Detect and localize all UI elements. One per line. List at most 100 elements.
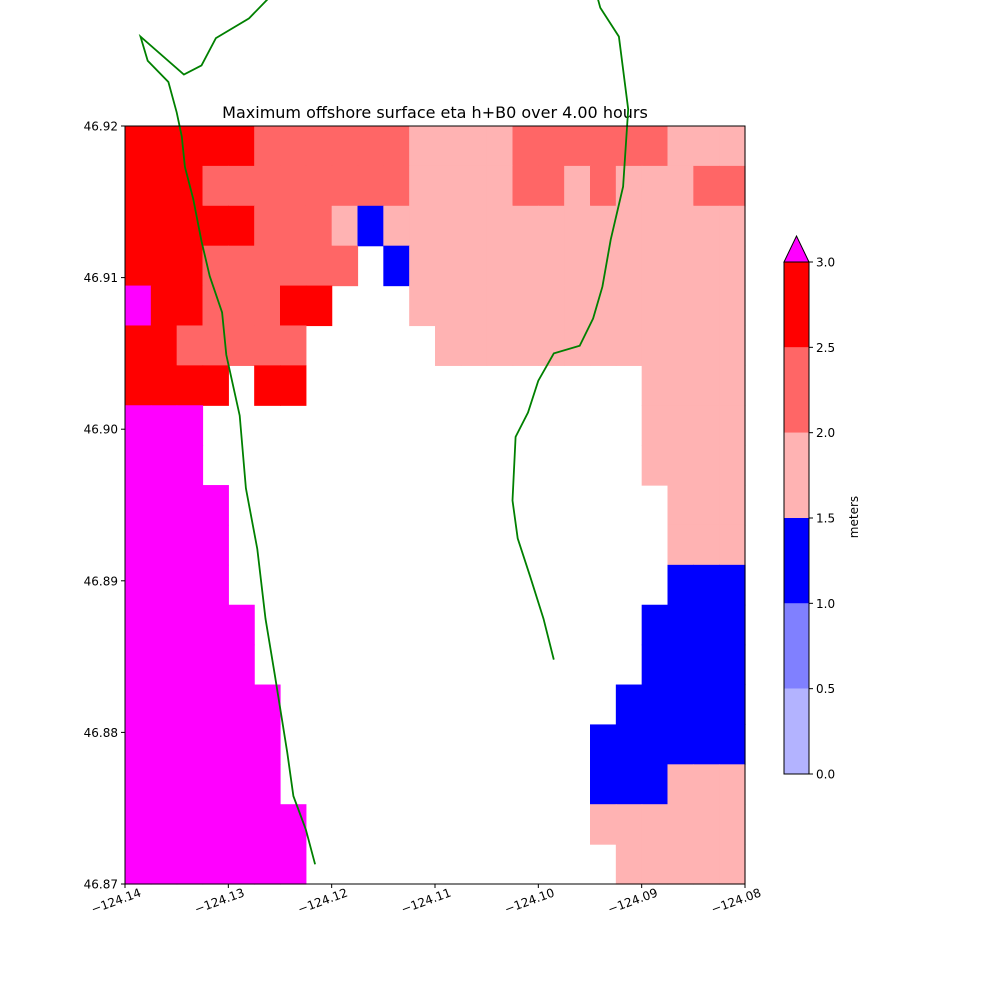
heatmap-cell bbox=[693, 405, 720, 446]
heatmap-cell bbox=[228, 644, 255, 686]
heatmap-cell bbox=[150, 325, 178, 366]
heatmap-cell bbox=[667, 405, 694, 446]
heatmap-cell bbox=[176, 285, 204, 327]
colorbar-tick-label: 0.5 bbox=[816, 682, 835, 696]
heatmap-cell bbox=[486, 245, 514, 287]
heatmap-cell bbox=[564, 165, 591, 207]
heatmap-cell bbox=[667, 844, 694, 885]
heatmap-cell bbox=[641, 764, 669, 805]
heatmap-cell bbox=[512, 205, 539, 247]
heatmap-cell bbox=[693, 245, 720, 287]
heatmap-cell bbox=[615, 325, 643, 366]
heatmap-cell bbox=[150, 485, 178, 526]
heatmap-cell bbox=[435, 165, 462, 207]
heatmap-cell bbox=[202, 644, 229, 686]
heatmap-cell bbox=[150, 804, 178, 845]
heatmap-cell bbox=[280, 325, 307, 366]
heatmap-cell bbox=[719, 126, 746, 167]
heatmap-cell bbox=[331, 126, 359, 167]
heatmap-cell bbox=[305, 126, 333, 167]
heatmap-cell bbox=[693, 524, 720, 566]
heatmap-cell bbox=[590, 126, 617, 167]
heatmap-cell bbox=[280, 365, 307, 406]
heatmap-cell bbox=[202, 684, 229, 726]
heatmap-cell bbox=[254, 684, 281, 726]
heatmap-cell bbox=[719, 644, 746, 686]
heatmap-cell bbox=[125, 844, 152, 885]
heatmap-cell bbox=[280, 844, 307, 885]
heatmap-cell bbox=[667, 325, 694, 366]
heatmap-cell bbox=[693, 804, 720, 845]
colorbar-segment bbox=[784, 432, 809, 518]
heatmap-cell bbox=[667, 804, 694, 845]
heatmap-cell bbox=[693, 485, 720, 526]
heatmap-cell bbox=[150, 724, 178, 765]
heatmap-cell bbox=[150, 165, 178, 207]
heatmap-cell bbox=[125, 405, 152, 446]
heatmap-cell bbox=[667, 205, 694, 247]
heatmap-cell bbox=[641, 844, 669, 885]
heatmap-cell bbox=[228, 844, 255, 885]
heatmap-cell bbox=[719, 245, 746, 287]
heatmap-cell bbox=[176, 684, 204, 726]
heatmap-cell bbox=[435, 245, 462, 287]
heatmap-cell bbox=[150, 205, 178, 247]
y-tick-label: 46.90 bbox=[84, 423, 118, 437]
x-tick-label: −124.09 bbox=[606, 886, 660, 917]
heatmap-cell bbox=[667, 684, 694, 726]
heatmap-cell bbox=[176, 524, 204, 566]
heatmap-cell bbox=[125, 724, 152, 765]
heatmap-cell bbox=[176, 604, 204, 646]
heatmap-cell bbox=[280, 205, 307, 247]
heatmap-cell bbox=[667, 764, 694, 805]
heatmap-cell bbox=[615, 804, 643, 845]
heatmap-cell bbox=[693, 126, 720, 167]
heatmap-cell bbox=[202, 724, 229, 765]
heatmap-cell bbox=[409, 126, 436, 167]
y-tick-label: 46.91 bbox=[84, 271, 118, 285]
colorbar-label: meters bbox=[847, 496, 861, 538]
y-axis: 46.92 46.91 46.90 46.89 46.88 46.87 bbox=[84, 120, 125, 892]
heatmap-cell bbox=[719, 325, 746, 366]
heatmap-cell bbox=[435, 205, 462, 247]
heatmap-cell bbox=[641, 205, 669, 247]
heatmap-cell bbox=[693, 844, 720, 885]
heatmap-cell bbox=[667, 126, 694, 167]
heatmap-cell bbox=[150, 126, 178, 167]
heatmap-cell bbox=[125, 325, 152, 366]
heatmap-cell bbox=[150, 764, 178, 805]
heatmap-cell bbox=[125, 126, 152, 167]
heatmap-cell bbox=[254, 365, 281, 406]
heatmap-cell bbox=[202, 804, 229, 845]
heatmap-cell bbox=[125, 485, 152, 526]
heatmap-cell bbox=[590, 165, 617, 207]
heatmap-cell bbox=[280, 285, 307, 327]
heatmap-cell bbox=[486, 325, 514, 366]
x-tick-label: −124.10 bbox=[503, 886, 557, 917]
heatmap-cell bbox=[305, 205, 333, 247]
heatmap-cell bbox=[538, 126, 565, 167]
heatmap-cell bbox=[719, 365, 746, 406]
heatmap-cell bbox=[280, 126, 307, 167]
heatmap-cell bbox=[719, 764, 746, 805]
heatmap-cell bbox=[512, 325, 539, 366]
colorbar: 0.0 0.5 1.0 1.5 2.0 2.5 3.0 bbox=[783, 234, 835, 782]
heatmap-cell bbox=[693, 285, 720, 327]
y-tick-label: 46.88 bbox=[84, 726, 118, 740]
heatmap-cell bbox=[460, 165, 488, 207]
heatmap-cell bbox=[512, 245, 539, 287]
heatmap-cell bbox=[564, 245, 591, 287]
heatmap-cell bbox=[615, 684, 643, 726]
heatmap-cell bbox=[460, 285, 488, 327]
heatmap-cell bbox=[460, 126, 488, 167]
heatmap-cell bbox=[228, 126, 255, 167]
heatmap-cell bbox=[150, 684, 178, 726]
colorbar-segment bbox=[784, 688, 809, 774]
heatmap-cell bbox=[590, 764, 617, 805]
heatmap-cell bbox=[590, 804, 617, 845]
heatmap-cell bbox=[176, 764, 204, 805]
heatmap-cell bbox=[228, 724, 255, 765]
heatmap-cell bbox=[512, 165, 539, 207]
heatmap-cell bbox=[254, 804, 281, 845]
colorbar-tick-label: 2.0 bbox=[816, 426, 835, 440]
